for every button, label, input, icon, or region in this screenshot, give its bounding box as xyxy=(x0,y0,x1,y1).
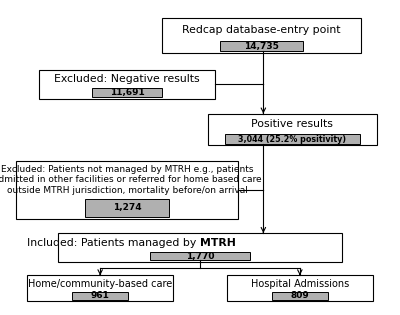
FancyBboxPatch shape xyxy=(85,199,169,216)
Text: Positive results: Positive results xyxy=(251,119,333,129)
Text: 14,735: 14,735 xyxy=(244,42,279,51)
Text: 1,770: 1,770 xyxy=(186,252,214,261)
FancyBboxPatch shape xyxy=(58,233,342,262)
FancyBboxPatch shape xyxy=(39,70,215,99)
Text: 1,274: 1,274 xyxy=(113,203,141,212)
Text: Included: Patients managed by: Included: Patients managed by xyxy=(27,238,200,248)
FancyBboxPatch shape xyxy=(72,292,128,300)
Text: 961: 961 xyxy=(91,291,110,301)
FancyBboxPatch shape xyxy=(150,252,250,261)
FancyBboxPatch shape xyxy=(227,275,373,301)
FancyBboxPatch shape xyxy=(208,114,377,146)
Text: Redcap database-entry point: Redcap database-entry point xyxy=(182,25,341,35)
FancyBboxPatch shape xyxy=(272,292,328,300)
Text: Hospital Admissions: Hospital Admissions xyxy=(251,279,349,289)
FancyBboxPatch shape xyxy=(162,18,361,53)
Text: Excluded: Negative results: Excluded: Negative results xyxy=(54,74,200,84)
Text: 11,691: 11,691 xyxy=(110,88,144,97)
FancyBboxPatch shape xyxy=(220,41,303,51)
Text: Home/community-based care: Home/community-based care xyxy=(28,279,172,289)
FancyBboxPatch shape xyxy=(16,161,238,220)
Text: 3,044 (25.2% positivity): 3,044 (25.2% positivity) xyxy=(238,135,346,144)
FancyBboxPatch shape xyxy=(92,89,162,97)
FancyBboxPatch shape xyxy=(224,134,360,144)
Text: Excluded: Patients not managed by MTRH e.g., patients
admitted in other faciliti: Excluded: Patients not managed by MTRH e… xyxy=(0,165,261,195)
FancyBboxPatch shape xyxy=(27,275,173,301)
Text: MTRH: MTRH xyxy=(200,238,236,248)
Text: 809: 809 xyxy=(290,291,309,301)
